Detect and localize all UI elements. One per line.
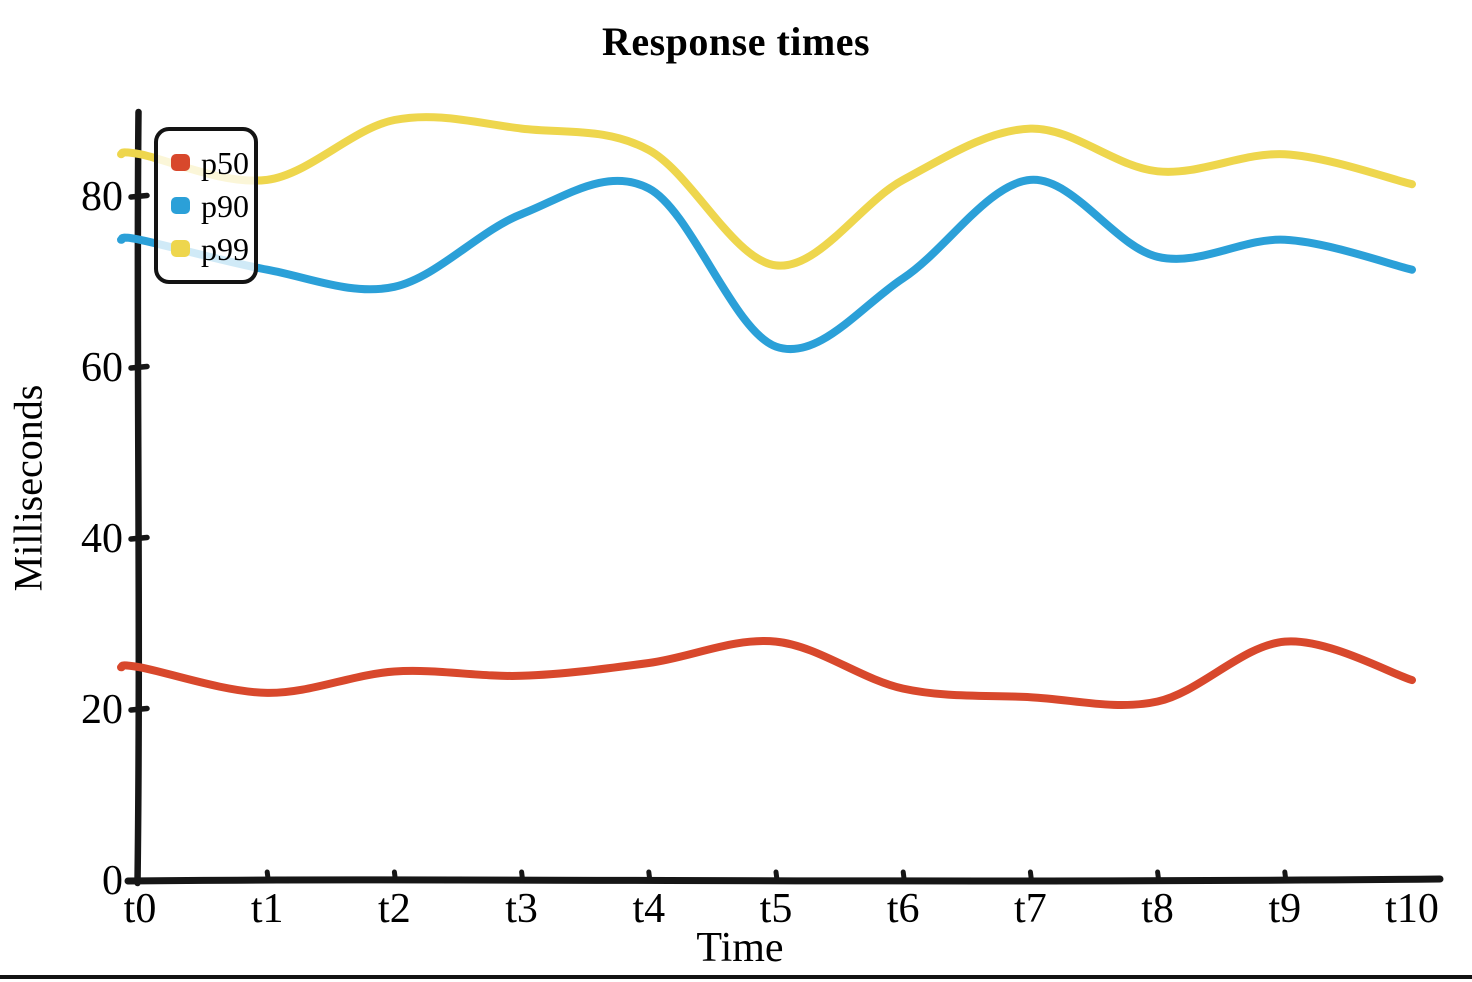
x-tick-mark: [264, 869, 271, 883]
window-bottom-border: [0, 975, 1472, 979]
x-tick-mark: [646, 869, 653, 883]
y-tick-mark: [128, 363, 150, 371]
legend-label-p90: p90: [201, 187, 249, 224]
legend-label-p50: p50: [201, 144, 249, 181]
x-tick-mark: [773, 869, 780, 883]
x-tick-mark: [1027, 869, 1034, 883]
x-tick-label-t2: t2: [378, 886, 411, 932]
y-tick-label-40: 40: [81, 516, 123, 562]
x-tick-label-t4: t4: [632, 886, 666, 932]
chart-title: Response times: [601, 19, 871, 64]
y-tick-mark: [128, 705, 150, 713]
legend-label-p99: p99: [201, 230, 249, 267]
x-tick-mark: [519, 869, 526, 883]
x-tick-label-t8: t8: [1141, 886, 1174, 932]
x-tick-label-t1: t1: [250, 886, 284, 932]
x-tick-mark: [900, 869, 907, 883]
y-tick-label-60: 60: [81, 345, 123, 391]
x-tick-label-t5: t5: [759, 886, 793, 932]
x-tick-mark: [1155, 869, 1162, 883]
x-tick-label-t0: t0: [123, 886, 157, 932]
y-axis-line: [134, 108, 143, 887]
x-tick-label-t7: t7: [1014, 886, 1047, 932]
y-tick-label-20: 20: [81, 687, 123, 733]
series-line-p99: [117, 113, 1416, 270]
legend-item-p99: p99: [171, 227, 254, 270]
legend-swatch-p90-icon: [171, 197, 190, 214]
x-tick-label-t10: t10: [1385, 886, 1439, 932]
y-tick-mark: [128, 192, 150, 200]
x-tick-mark: [391, 869, 398, 883]
legend-item-p50: p50: [171, 141, 254, 184]
x-tick-label-t9: t9: [1268, 886, 1302, 932]
x-axis-line: [124, 875, 1444, 885]
legend-item-p90: p90: [171, 184, 254, 227]
x-axis-title: Time: [696, 925, 784, 971]
x-tick-label-t6: t6: [886, 886, 920, 932]
series-line-p50: [117, 637, 1416, 710]
y-tick-mark: [128, 534, 150, 542]
y-tick-label-0: 0: [102, 858, 123, 904]
x-tick-label-t3: t3: [505, 886, 538, 932]
legend-swatch-p50-icon: [171, 154, 190, 171]
y-tick-label-80: 80: [81, 174, 123, 220]
series-line-p90: [117, 175, 1416, 353]
x-tick-mark: [1282, 869, 1289, 883]
legend-swatch-p99-icon: [171, 240, 190, 257]
legend: p50 p90 p99: [154, 127, 258, 284]
